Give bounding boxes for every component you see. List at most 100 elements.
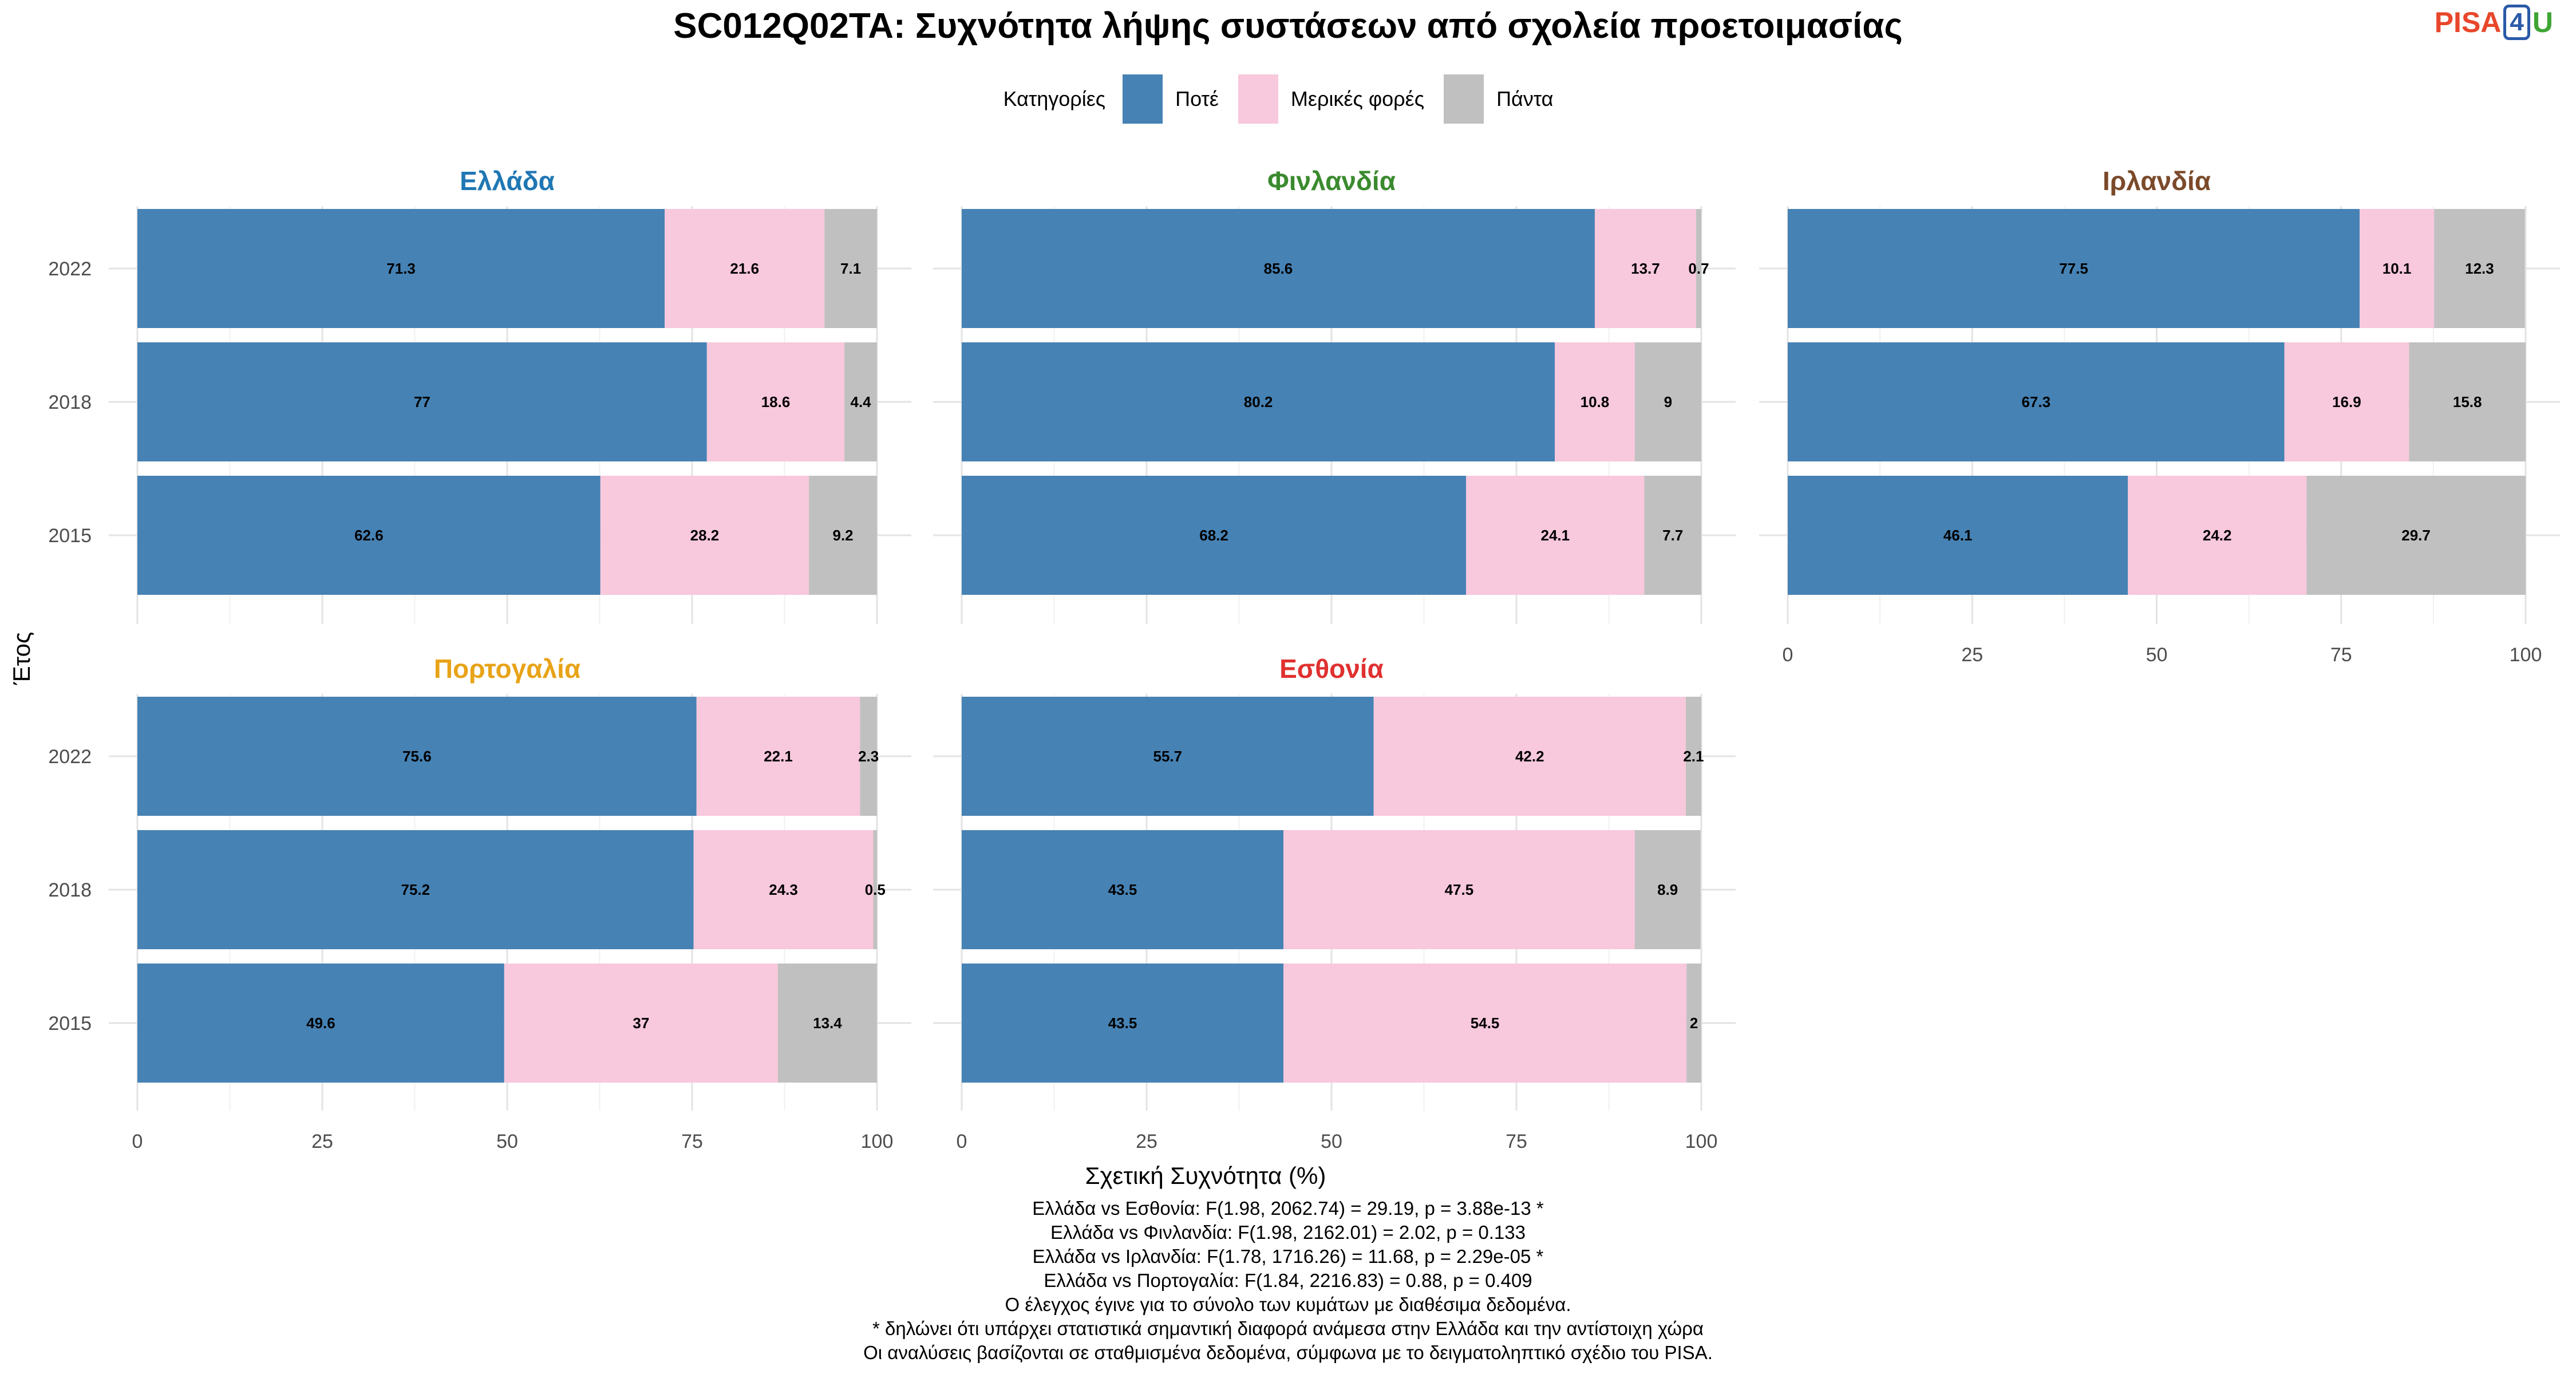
data-label: 21.6 [730, 260, 759, 277]
statistical-notes: Ελλάδα vs Εσθονία: F(1.98, 2062.74) = 29… [0, 1197, 2576, 1365]
bar-segment [844, 342, 877, 461]
legend-swatch-always [1444, 74, 1484, 124]
x-tick-label: 75 [681, 1131, 703, 1152]
x-tick-label: 75 [2330, 644, 2352, 666]
data-label: 43.5 [1108, 1014, 1137, 1032]
data-label: 16.9 [2332, 393, 2361, 410]
bar-segment [1283, 964, 1687, 1083]
bar-segment [962, 830, 1284, 949]
data-label: 24.3 [769, 881, 798, 898]
legend: Κατηγορίες Ποτέ Μερικές φορές Πάντα [0, 74, 2576, 124]
legend-label-sometimes: Μερικές φορές [1290, 87, 1425, 110]
bar-segment [1466, 476, 1645, 595]
data-label: 2.3 [858, 748, 879, 765]
logo-text-u: U [2532, 6, 2553, 38]
bar-segment [2359, 209, 2435, 328]
bar-segment [137, 964, 504, 1083]
legend-label-never: Ποτέ [1175, 87, 1219, 110]
y-tick-label: 2022 [48, 258, 92, 280]
x-axis-title: Σχετική Συχνότητα (%) [1085, 1162, 1326, 1189]
legend-item-always: Πάντα [1444, 74, 1553, 124]
note-line: Ο έλεγχος έγινε για το σύνολο των κυμάτω… [1005, 1294, 1571, 1315]
data-label: 4.4 [850, 393, 871, 410]
bar-segment [860, 697, 877, 816]
bar-segment [1634, 830, 1701, 949]
bar-segment [1555, 342, 1635, 461]
data-label: 29.7 [2401, 527, 2431, 544]
data-label: 24.1 [1541, 527, 1570, 544]
bar-segment [1373, 697, 1686, 816]
data-label: 15.8 [2453, 393, 2482, 410]
x-tick-label: 75 [1506, 1131, 1527, 1152]
bar-segment [1788, 342, 2285, 461]
bar-segment [696, 697, 860, 816]
logo-text-pisa: PISA [2434, 6, 2502, 38]
pisa4u-logo: PISA 4 U [2435, 5, 2553, 40]
legend-swatch-sometimes [1238, 74, 1278, 124]
x-tick-label: 50 [1321, 1131, 1342, 1152]
data-label: 2.1 [1683, 748, 1704, 765]
bar-segment [137, 342, 707, 461]
bar-segment [1594, 209, 1696, 328]
panel-0: Ελλάδα 71.3 21.6 7.1 2022 77 18.6 4.4 2018 62.6 28… [48, 166, 911, 624]
data-label: 7.1 [840, 260, 861, 277]
data-label: 42.2 [1515, 748, 1544, 765]
bar-segment [962, 209, 1595, 328]
y-tick-label: 2015 [48, 525, 92, 547]
bar-segment [693, 830, 874, 949]
legend-label-always: Πάντα [1496, 87, 1554, 110]
y-tick-label: 2022 [48, 746, 92, 768]
bar-segment [2306, 476, 2526, 595]
x-tick-label: 25 [1136, 1131, 1157, 1152]
panel-4: Εσθονία 55.7 42.2 2.1 43.5 47.5 8.9 43.5 54.5 2 0 2… [933, 654, 1736, 1152]
data-label: 75.2 [401, 881, 430, 898]
data-label: 13.7 [1631, 260, 1660, 277]
legend-item-sometimes: Μερικές φορές [1238, 74, 1424, 124]
x-tick-label: 25 [1961, 644, 1983, 666]
note-line: Οι αναλύσεις βασίζονται σε σταθμισμένα δ… [863, 1342, 1713, 1363]
bar-segment [962, 342, 1555, 461]
panel-3: Πορτογαλία 75.6 22.1 2.3 2022 75.2 24.3 0.5 2018… [48, 654, 911, 1152]
bar-segment [137, 830, 694, 949]
data-label: 71.3 [386, 260, 416, 277]
x-tick-label: 50 [2146, 644, 2168, 666]
data-label: 10.8 [1581, 393, 1610, 410]
data-label: 10.1 [2383, 260, 2412, 277]
data-label: 13.4 [813, 1014, 842, 1032]
note-line: Ελλάδα vs Πορτογαλία: F(1.84, 2216.83) =… [1044, 1270, 1532, 1291]
logo-text-4: 4 [2503, 5, 2530, 40]
bar-segment [962, 964, 1284, 1083]
x-tick-label: 100 [1685, 1131, 1718, 1152]
panel-title: Εσθονία [1279, 654, 1384, 684]
bar-segment [1685, 697, 1701, 816]
bar-segment [1788, 476, 2128, 595]
data-label: 46.1 [1943, 527, 1973, 544]
data-label: 22.1 [764, 748, 793, 765]
bar-segment [1634, 342, 1701, 461]
data-label: 43.5 [1108, 881, 1137, 898]
data-label: 85.6 [1264, 260, 1293, 277]
bar-segment [504, 964, 778, 1083]
data-label: 28.2 [690, 527, 720, 544]
data-label: 80.2 [1244, 393, 1273, 410]
panel-title: Ελλάδα [460, 166, 555, 196]
bar-segment [824, 209, 877, 328]
x-tick-label: 100 [861, 1131, 894, 1152]
data-label: 9 [1664, 393, 1672, 410]
bar-segment [600, 476, 809, 595]
data-label: 68.2 [1199, 527, 1228, 544]
data-label: 54.5 [1471, 1014, 1500, 1032]
data-label: 37 [633, 1014, 649, 1032]
bar-segment [137, 697, 697, 816]
y-tick-label: 2015 [48, 1013, 92, 1035]
data-label: 67.3 [2021, 393, 2050, 410]
note-line: Ελλάδα vs Εσθονία: F(1.98, 2062.74) = 29… [1032, 1198, 1544, 1219]
panel-title: Ιρλανδία [2103, 166, 2211, 196]
bar-segment [137, 209, 665, 328]
data-label: 0.7 [1688, 260, 1709, 277]
bar-segment [1788, 209, 2360, 328]
data-label: 12.3 [2465, 260, 2494, 277]
panel-2: Ιρλανδία 77.5 10.1 12.3 67.3 16.9 15.8 46.1 24.2… [1759, 166, 2560, 666]
data-label: 8.9 [1657, 881, 1678, 898]
